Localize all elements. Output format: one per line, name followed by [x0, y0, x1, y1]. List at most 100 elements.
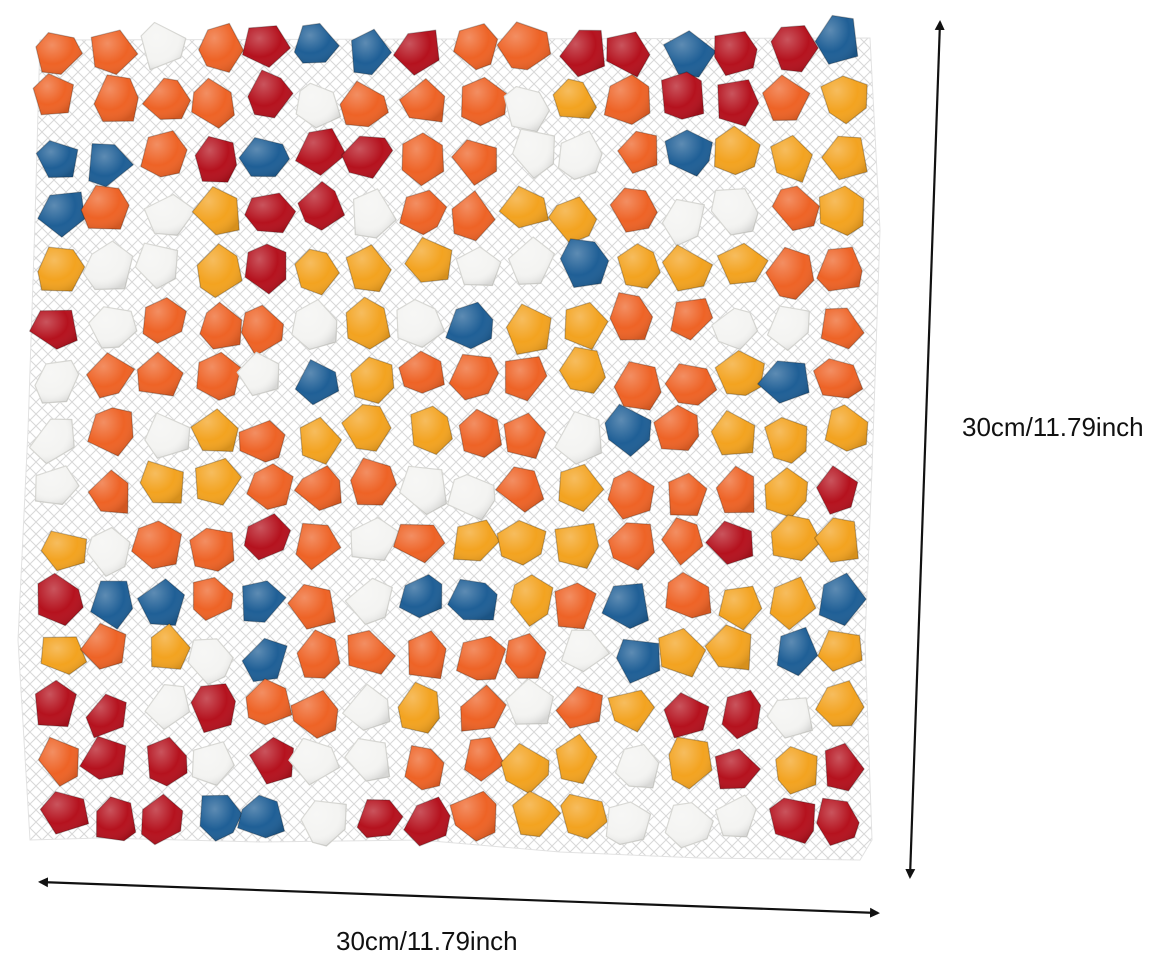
width-dimension-arrow: [38, 877, 880, 918]
mosaic-tile-sheen: [610, 188, 658, 233]
mosaic-tile-sheen: [41, 636, 87, 675]
mosaic-tile-sheen: [661, 517, 703, 566]
mosaic-tile-sheen: [242, 638, 288, 682]
mosaic-tile-sheen: [815, 680, 865, 727]
mosaic-tile-sheen: [558, 464, 604, 512]
mosaic-tile-sheen: [29, 419, 75, 464]
mosaic-tile-sheen: [341, 404, 392, 452]
mosaic-tile-sheen: [87, 527, 130, 577]
mosaic-tile-sheen: [764, 417, 807, 464]
mosaic-tile-sheen: [777, 627, 818, 676]
mosaic-tile-sheen: [357, 799, 403, 838]
mosaic-tile-sheen: [445, 302, 493, 349]
mosaic-tile-sheen: [608, 522, 655, 571]
mosaic-tile-sheen: [191, 683, 236, 733]
mosaic-tile-sheen: [661, 72, 704, 120]
mosaic-tile-sheen: [399, 574, 442, 618]
mosaic-tile-sheen: [346, 244, 392, 292]
mosaic-tile-sheen: [464, 737, 505, 782]
mosaic-tile-sheen: [140, 460, 184, 504]
mosaic-tile-sheen: [658, 628, 706, 678]
mosaic-tile-sheen: [453, 520, 500, 561]
mosaic-tile-sheen: [294, 465, 342, 511]
mosaic-tile-sheen: [825, 404, 868, 452]
mosaic-tile-sheen: [447, 579, 498, 620]
mosaic-tile-sheen: [670, 298, 713, 341]
mosaic-tile-sheen: [393, 30, 440, 76]
mosaic-tile-sheen: [88, 143, 134, 187]
mosaic-tile-sheen: [88, 306, 137, 349]
mosaic-tile-sheen: [295, 128, 346, 176]
mosaic-tile-sheen: [771, 25, 819, 72]
mosaic-tile-sheen: [561, 630, 610, 672]
mosaic-tile-sheen: [94, 74, 139, 122]
mosaic-tile-sheen: [190, 408, 239, 452]
mosaic-tile-sheen: [816, 465, 858, 515]
mosaic-tile-sheen: [447, 474, 495, 521]
mosaic-tile-sheen: [347, 630, 396, 675]
mosaic-tile-sheen: [499, 186, 549, 228]
mosaic-tile-sheen: [296, 83, 341, 128]
mosaic-tile-sheen: [450, 791, 497, 842]
mosaic-tile-sheen: [554, 583, 597, 629]
mosaic-tile-sheen: [38, 737, 79, 787]
mosaic-tile-sheen: [771, 515, 821, 561]
mosaic-tile-sheen: [244, 513, 291, 560]
mosaic-tile-sheen: [608, 690, 655, 732]
mosaic-tile-sheen: [714, 31, 758, 76]
mosaic-tile-sheen: [345, 578, 393, 625]
mosaic-tile-sheen: [456, 246, 501, 286]
mosaic-tile-sheen: [497, 520, 546, 566]
mosaic-tile-sheen: [508, 237, 555, 285]
mosaic-tile-sheen: [664, 692, 709, 738]
mosaic-tile-sheen: [245, 244, 286, 294]
mosaic-tile-sheen: [197, 243, 243, 298]
mosaic-tile-sheen: [456, 636, 506, 681]
mosaic-tiles: [28, 14, 869, 849]
mosaic-tile-sheen: [80, 623, 126, 670]
mosaic-tile-sheen: [559, 30, 605, 77]
mosaic-tile-sheen: [192, 741, 235, 786]
mosaic-tile-sheen: [767, 306, 810, 351]
mosaic-tile-sheen: [452, 190, 496, 241]
width-dimension-label: 30cm/11.79inch: [336, 926, 518, 956]
mosaic-tile-sheen: [606, 31, 650, 77]
mosaic-tile-sheen: [705, 521, 753, 565]
height-dimension-arrow: [905, 20, 945, 879]
mosaic-tile-sheen: [398, 351, 445, 394]
mosaic-tile-sheen: [504, 86, 550, 132]
mosaic-tile-sheen: [453, 23, 498, 70]
mosaic-tile-sheen: [821, 308, 865, 349]
mosaic-tile-sheen: [91, 30, 138, 75]
mosaic-tile-sheen: [351, 29, 392, 75]
mosaic-tile-sheen: [346, 297, 391, 350]
mosaic-tile-sheen: [554, 411, 602, 465]
mosaic-tile-sheen: [722, 690, 761, 739]
mosaic-tile-sheen: [607, 470, 655, 520]
mosaic-tile-sheen: [762, 75, 810, 121]
mosaic-tile-sheen: [193, 577, 233, 621]
mosaic-tile-sheen: [237, 352, 279, 396]
mosaic-tile-sheen: [399, 466, 447, 515]
mosaic-tile-sheen: [506, 678, 554, 725]
mosaic-tile-sheen: [195, 136, 237, 183]
mosaic-tile-sheen: [353, 188, 397, 238]
mosaic-tile-sheen: [144, 194, 196, 236]
mosaic-tile-sheen: [604, 74, 650, 125]
mosaic-tile-sheen: [35, 360, 79, 404]
mosaic-tile-sheen: [142, 78, 191, 120]
mosaic-tile-sheen: [141, 794, 183, 845]
mosaic-tile-sheen: [564, 302, 608, 350]
mosaic-tile-sheen: [715, 350, 765, 396]
mosaic-tile-sheen: [665, 802, 714, 848]
mosaic-tile-sheen: [342, 684, 390, 731]
mosaic-tile-sheen: [344, 738, 390, 782]
mosaic-tile-sheen: [602, 583, 649, 629]
mosaic-tile-sheen: [144, 413, 190, 459]
mosaic-tile-sheen: [295, 359, 339, 405]
mosaic-tile-sheen: [715, 748, 761, 789]
mosaic-tile-sheen: [501, 743, 550, 794]
mosaic-tile-sheen: [402, 132, 444, 186]
mosaic-tile-sheen: [147, 737, 188, 786]
mosaic-tile-sheen: [297, 181, 345, 231]
